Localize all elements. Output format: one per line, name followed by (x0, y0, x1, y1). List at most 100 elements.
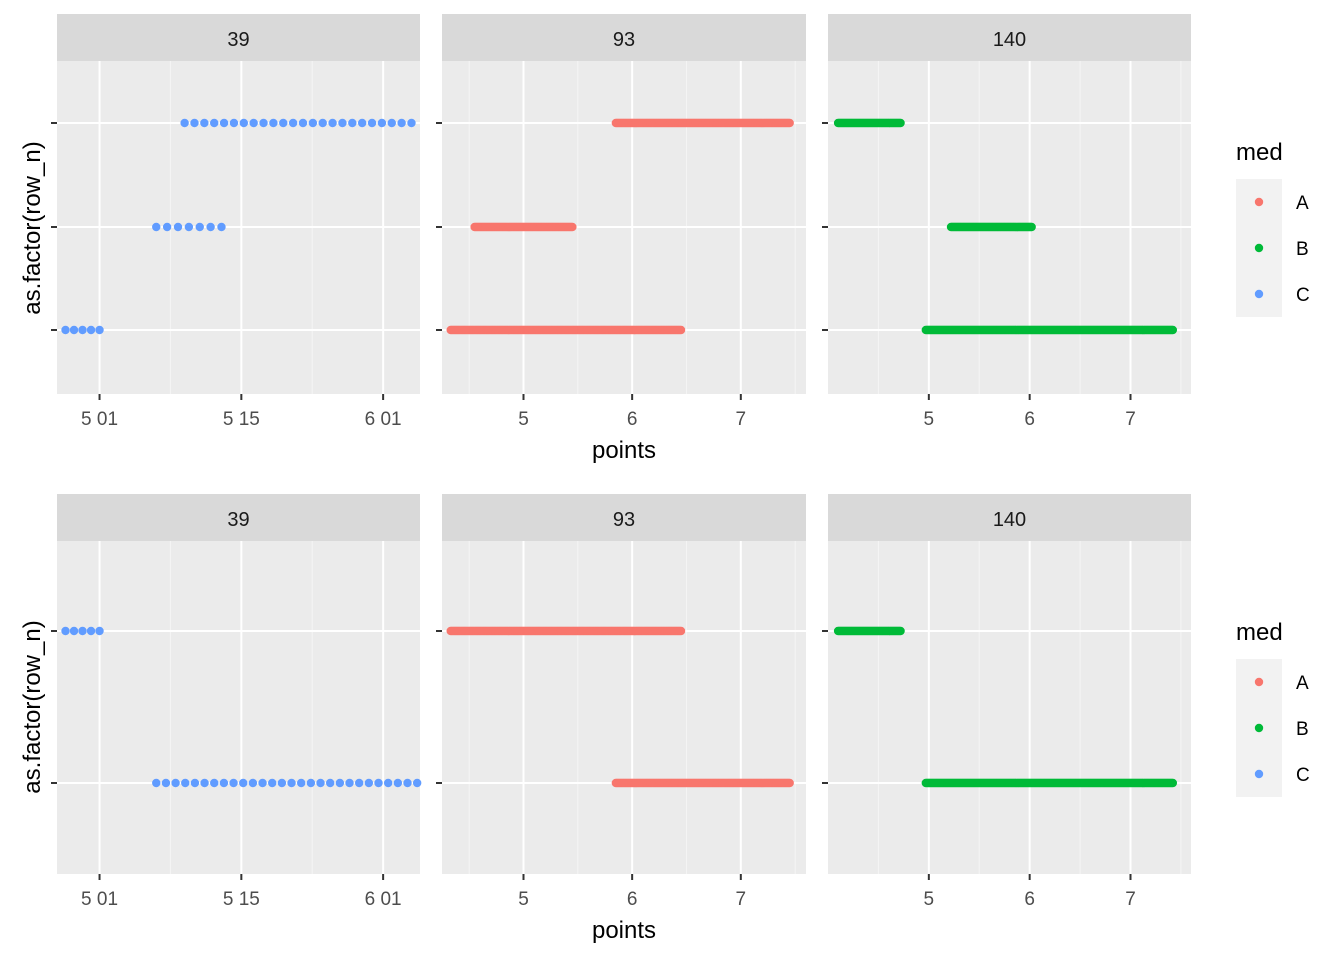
x-tick-label: 6 01 (365, 409, 402, 430)
legend-label: C (1296, 285, 1310, 306)
x-axis-title: points (592, 917, 656, 944)
facet-strip-label: 93 (613, 29, 635, 51)
data-point (568, 222, 577, 232)
point-series-row-1 (152, 778, 422, 788)
data-point (1168, 325, 1178, 335)
data-point (161, 778, 171, 788)
data-point (325, 778, 335, 788)
point-series-row-3 (833, 118, 905, 128)
data-point (896, 626, 905, 636)
data-point (412, 778, 422, 788)
data-point (219, 778, 229, 788)
x-tick-label: 6 (627, 409, 638, 430)
data-point (348, 118, 357, 128)
x-tick-label: 7 (736, 409, 747, 430)
legend-title: med (1236, 139, 1283, 166)
facet-strip (442, 14, 806, 61)
point-series-row-2 (152, 222, 226, 232)
data-point (377, 118, 387, 128)
facet-strip (828, 14, 1191, 61)
x-tick-label: 7 (1125, 889, 1136, 910)
data-point (69, 325, 79, 335)
data-point (676, 325, 686, 335)
x-tick-label: 6 (627, 889, 638, 910)
facet-strip (828, 494, 1191, 541)
data-point (173, 222, 183, 232)
panel-background (828, 541, 1191, 874)
data-point (785, 118, 794, 128)
data-point (288, 118, 298, 128)
data-point (200, 118, 209, 128)
data-point (86, 626, 96, 636)
x-tick-label: 7 (1125, 409, 1136, 430)
legend-label: C (1296, 765, 1310, 786)
data-point (180, 118, 189, 128)
data-point (249, 118, 258, 128)
data-point (239, 118, 249, 128)
facet-strip-label: 140 (993, 509, 1026, 531)
data-point (219, 118, 229, 128)
data-point (335, 778, 345, 788)
x-tick-label: 5 (924, 409, 935, 430)
data-point (248, 778, 258, 788)
facet-strip (57, 494, 420, 541)
point-series-row-1 (446, 325, 686, 335)
data-point (387, 118, 396, 128)
data-point (367, 118, 377, 128)
panel-background (57, 541, 420, 874)
data-point (162, 222, 172, 232)
facet-panel-39: 39 5 01 5 15 6 01 (51, 494, 422, 910)
data-point (1027, 222, 1036, 232)
data-point (61, 626, 70, 636)
data-point (184, 222, 194, 232)
data-point (277, 778, 287, 788)
legend-title: med (1236, 619, 1283, 646)
data-point (229, 118, 239, 128)
point-series-row-2 (61, 626, 104, 636)
point-series-row-3 (611, 118, 794, 128)
facet-strip-label: 39 (227, 29, 249, 51)
point-series-row-2 (470, 222, 577, 232)
x-tick-label: 6 (1024, 889, 1035, 910)
data-point (676, 626, 686, 636)
data-point (269, 118, 278, 128)
data-point (896, 118, 905, 128)
facet-panel-140: 140 5 6 7 (822, 494, 1191, 910)
chart-1: 39 5 01 5 15 6 01 93 5 6 7 140 5 6 7 points as.factor… (19, 14, 1310, 464)
data-point (200, 778, 209, 788)
facet-strip-label: 39 (227, 509, 249, 531)
legend-label: B (1296, 239, 1309, 260)
point-series-row-1 (921, 325, 1178, 335)
data-point (306, 778, 316, 788)
data-point (785, 778, 794, 788)
legend-label: A (1296, 673, 1309, 694)
data-point (152, 222, 161, 232)
x-tick-label: 6 (1024, 409, 1035, 430)
data-point (393, 778, 403, 788)
legend-key-point (1254, 289, 1264, 299)
data-point (210, 778, 219, 788)
data-point (338, 118, 347, 128)
facet-panel-140: 140 5 6 7 (822, 14, 1191, 430)
data-point (407, 118, 416, 128)
y-axis-title: as.factor(row_n) (19, 620, 46, 793)
data-point (69, 626, 79, 636)
data-point (354, 778, 364, 788)
facet-strip-label: 93 (613, 509, 635, 531)
legend: med A B C (1236, 139, 1310, 317)
chart-2: 39 5 01 5 15 6 01 93 5 6 7 140 5 6 7 points as.factor… (19, 494, 1310, 944)
x-tick-label: 6 01 (365, 889, 402, 910)
data-point (217, 222, 226, 232)
legend-key-point (1254, 769, 1264, 779)
data-point (95, 325, 104, 335)
legend-key-point (1254, 243, 1264, 253)
data-point (374, 778, 383, 788)
x-tick-label: 5 15 (223, 889, 260, 910)
point-series-row-1 (61, 325, 104, 335)
legend-key-point (1254, 197, 1264, 207)
panel-background (442, 541, 806, 874)
facet-strip-label: 140 (993, 29, 1026, 51)
data-point (152, 778, 161, 788)
data-point (397, 118, 406, 128)
